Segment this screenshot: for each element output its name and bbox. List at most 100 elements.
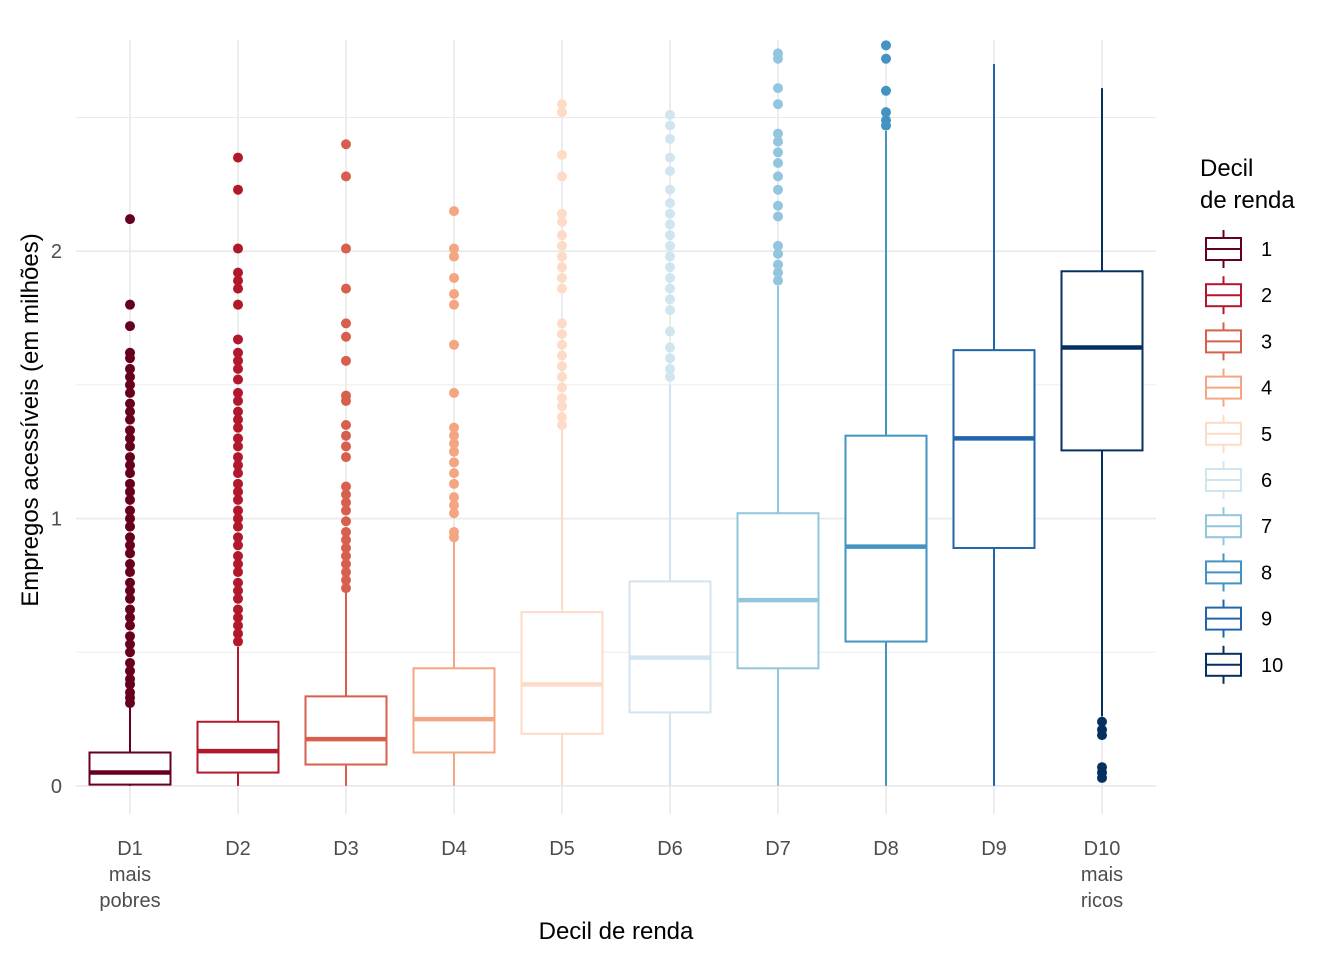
outlier-point: [125, 620, 135, 631]
x-tick-label: D2: [225, 838, 251, 860]
outlier-point: [341, 575, 351, 586]
outlier-point: [125, 478, 135, 489]
x-tick-label-line: ricos: [1081, 890, 1123, 912]
outlier-point: [881, 53, 891, 64]
x-tick-label-line: D1: [117, 838, 143, 860]
outlier-point: [233, 540, 243, 551]
outlier-point: [557, 230, 567, 241]
outlier-point: [449, 492, 459, 503]
outlier-point: [773, 211, 783, 222]
outlier-point: [233, 521, 243, 532]
outlier-point: [665, 371, 675, 382]
outlier-point: [233, 414, 243, 425]
outlier-point: [773, 248, 783, 259]
x-axis-title: Decil de renda: [539, 918, 694, 945]
outlier-point: [125, 647, 135, 658]
outlier-point: [341, 318, 351, 329]
x-tick-label-line: mais: [109, 864, 151, 886]
outlier-point: [125, 585, 135, 596]
outlier-point: [665, 342, 675, 353]
outlier-point: [233, 604, 243, 615]
outlier-point: [557, 393, 567, 404]
boxplot-7: [736, 48, 820, 786]
outlier-point: [449, 206, 459, 217]
legend-entry-7: 7: [1205, 507, 1272, 546]
outlier-point: [665, 283, 675, 294]
x-tick-label: D7: [765, 838, 791, 860]
outlier-point: [341, 419, 351, 430]
outlier-point: [341, 481, 351, 492]
outlier-point: [125, 657, 135, 668]
x-tick-label-line: mais: [1081, 864, 1123, 886]
outlier-point: [125, 631, 135, 642]
outlier-point: [557, 371, 567, 382]
outlier-point: [665, 305, 675, 316]
x-tick-label-line: D8: [873, 838, 899, 860]
outlier-point: [125, 612, 135, 623]
outlier-point: [125, 540, 135, 551]
outlier-point: [233, 636, 243, 647]
outlier-point: [557, 283, 567, 294]
outlier-point: [233, 585, 243, 596]
outlier-point: [125, 406, 135, 417]
outlier-point: [125, 639, 135, 650]
outlier-point: [341, 505, 351, 516]
outlier-point: [341, 551, 351, 561]
outlier-point: [341, 559, 351, 570]
outlier-point: [233, 243, 243, 254]
outlier-point: [773, 259, 783, 270]
outlier-point: [665, 133, 675, 144]
x-tick-label: D9: [981, 838, 1007, 860]
outlier-point: [449, 457, 459, 468]
outlier-point: [233, 283, 243, 294]
outlier-point: [125, 673, 135, 684]
x-tick-label: D3: [333, 838, 359, 860]
outlier-point: [233, 422, 243, 433]
legend-entry-10: 10: [1205, 645, 1283, 684]
outlier-point: [665, 294, 675, 305]
outlier-point: [665, 152, 675, 163]
outlier-point: [773, 48, 783, 59]
outlier-point: [773, 184, 783, 195]
legend-entry-8: 8: [1205, 553, 1272, 592]
outlier-point: [881, 40, 891, 51]
outlier-point: [557, 361, 567, 372]
outlier-point: [449, 478, 459, 489]
outlier-point: [125, 593, 135, 604]
legend-label: 10: [1261, 655, 1283, 677]
outlier-point: [449, 339, 459, 350]
outlier-point: [341, 171, 351, 182]
outlier-point: [233, 567, 243, 578]
x-tick-label-line: D5: [549, 838, 575, 860]
outlier-point: [449, 438, 459, 449]
y-tick-label: 1: [51, 509, 62, 531]
outlier-point: [665, 166, 675, 177]
outlier-point: [233, 184, 243, 195]
outlier-point: [233, 532, 243, 543]
outlier-point: [125, 379, 135, 390]
outlier-point: [557, 329, 567, 340]
outlier-point: [233, 355, 243, 366]
boxplot-1: [88, 214, 172, 786]
outlier-point: [341, 583, 351, 594]
outlier-point: [557, 419, 567, 430]
outlier-point: [125, 559, 135, 570]
box: [196, 720, 280, 774]
outlier-point: [125, 321, 135, 332]
outlier-point: [773, 99, 783, 110]
outlier-point: [125, 414, 135, 425]
legend-entry-3: 3: [1205, 322, 1272, 361]
outlier-point: [665, 272, 675, 283]
boxplot-3: [304, 139, 388, 786]
outlier-point: [233, 395, 243, 406]
legend-label: 8: [1261, 562, 1272, 584]
outlier-point: [125, 425, 135, 436]
outlier-point: [557, 272, 567, 283]
legend-label: 4: [1261, 378, 1272, 400]
legend-label: 1: [1261, 239, 1272, 261]
outlier-point: [449, 500, 459, 511]
y-tick-label: 2: [51, 241, 62, 263]
outlier-point: [665, 184, 675, 195]
outlier-point: [557, 318, 567, 329]
outlier-point: [665, 120, 675, 131]
